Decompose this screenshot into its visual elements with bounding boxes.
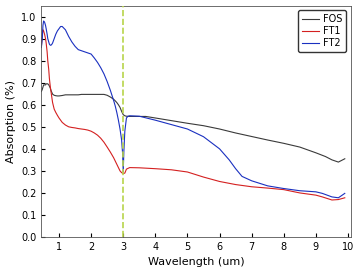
FT1 xyxy=(50,97,54,100)
FOS xyxy=(86,93,90,96)
FOS xyxy=(39,90,44,93)
Legend: FOS, FT1, FT2: FOS, FT1, FT2 xyxy=(298,10,346,52)
FT2 xyxy=(41,19,46,23)
FOS xyxy=(44,82,48,85)
X-axis label: Wavelength (um): Wavelength (um) xyxy=(148,257,244,268)
FT2 xyxy=(46,40,51,44)
FT1 xyxy=(114,163,119,166)
FT1 xyxy=(95,133,100,137)
FOS xyxy=(112,98,116,101)
FT2 xyxy=(39,46,44,49)
FT1 xyxy=(266,186,270,190)
FT1 xyxy=(343,196,347,199)
FT2 xyxy=(169,123,174,126)
FOS xyxy=(336,161,341,164)
FT1 xyxy=(41,28,45,31)
FT1 xyxy=(330,198,334,202)
FT2 xyxy=(95,61,100,64)
FOS xyxy=(46,83,51,87)
Line: FT2: FT2 xyxy=(41,21,345,198)
Y-axis label: Absorption (%): Absorption (%) xyxy=(5,80,15,163)
FT2 xyxy=(44,27,48,30)
FT2 xyxy=(86,51,90,55)
FT1 xyxy=(55,114,59,117)
FT2 xyxy=(343,192,347,195)
FT2 xyxy=(336,196,341,199)
FT1 xyxy=(44,41,48,45)
FOS xyxy=(343,157,347,161)
Line: FOS: FOS xyxy=(41,84,345,162)
Line: FT1: FT1 xyxy=(41,30,345,200)
FOS xyxy=(102,93,106,96)
FT2 xyxy=(298,189,302,192)
FOS xyxy=(120,110,124,113)
FT1 xyxy=(39,46,44,49)
FOS xyxy=(121,113,125,116)
